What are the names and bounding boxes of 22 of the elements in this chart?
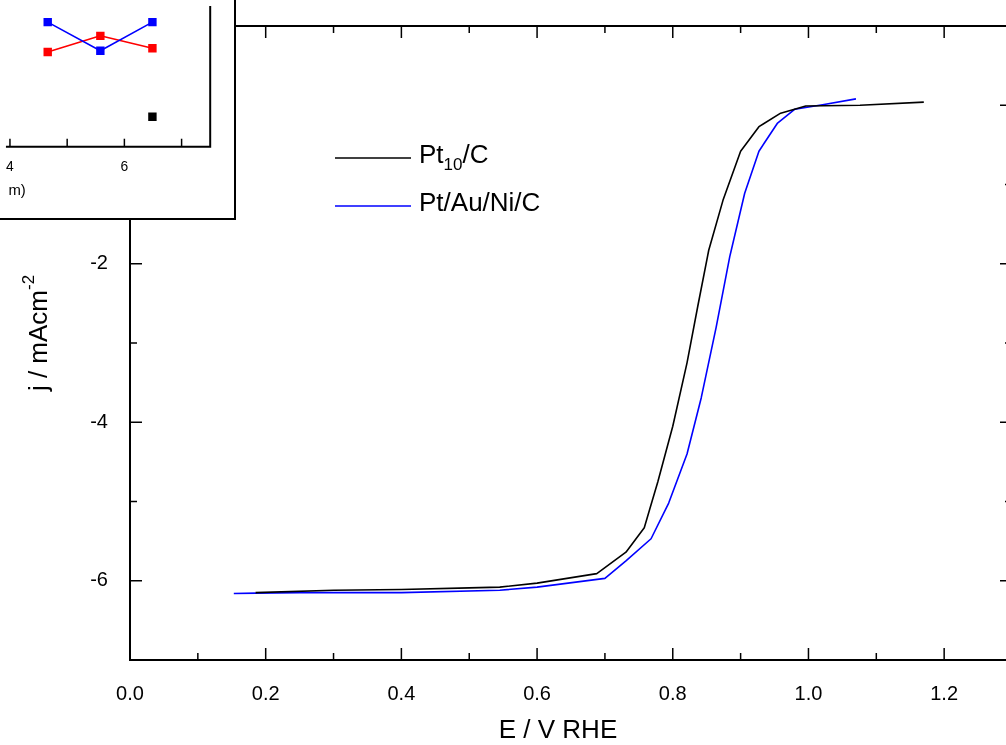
point xyxy=(43,47,52,57)
point xyxy=(96,46,105,55)
x-tick-label: 0.0 xyxy=(116,681,144,704)
x-tick-label: 4 xyxy=(6,157,15,174)
point xyxy=(43,17,52,27)
x-axis-title: m) xyxy=(8,182,26,199)
y-tick-label: -2 xyxy=(90,251,108,274)
point xyxy=(148,17,157,27)
x-tick-label: 1.2 xyxy=(930,681,959,704)
x-tick-label: 6 xyxy=(120,157,129,174)
y-axis-title: j / mAcm-2 xyxy=(19,274,54,393)
x-tick-label: 0.2 xyxy=(251,681,280,704)
y-tick-label: -6 xyxy=(90,568,108,591)
legend-label: Pt/Au/Ni/C xyxy=(419,187,541,218)
y-tick-label: -4 xyxy=(90,409,108,432)
x-tick-label: 0.6 xyxy=(523,681,551,704)
x-tick-label: 0.8 xyxy=(658,681,687,704)
x-tick-label: 1.0 xyxy=(794,681,823,704)
point xyxy=(96,31,105,41)
x-tick-label: 0.4 xyxy=(387,681,416,704)
x-axis-title: E / V RHE xyxy=(498,714,618,745)
point xyxy=(148,44,157,53)
